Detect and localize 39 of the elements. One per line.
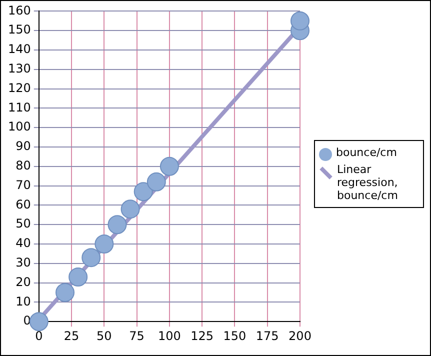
y-tick-label: 0 — [23, 314, 31, 328]
x-tick-label: 25 — [64, 328, 80, 343]
y-tick-label: 130 — [8, 62, 31, 76]
y-tick-label: 20 — [16, 274, 31, 289]
y-tick-label: 30 — [16, 256, 31, 270]
point — [108, 215, 127, 234]
point — [94, 234, 114, 254]
point — [146, 172, 166, 192]
x-tick-label: 100 — [158, 328, 181, 343]
x-tick-label: 75 — [129, 328, 144, 343]
y-tick-label: 50 — [16, 216, 31, 231]
y-tick-label: 110 — [8, 100, 31, 114]
x-tick-label: 200 — [288, 328, 312, 343]
legend-label: bounce/cm — [336, 146, 397, 159]
point — [160, 156, 179, 176]
x-tick-label: 175 — [256, 328, 279, 343]
y-tick-label: 120 — [8, 80, 31, 95]
point — [82, 248, 101, 268]
y-tick-label: 90 — [16, 139, 31, 154]
y-tick-label: 40 — [16, 236, 31, 250]
y-tick-label: 80 — [16, 158, 31, 173]
y-tick-label: 150 — [8, 22, 31, 37]
x-tick-label: 0 — [35, 328, 43, 343]
legend-label: Linear regression, bounce/cm — [337, 163, 399, 202]
point — [290, 11, 310, 30]
point — [29, 312, 48, 332]
y-tick-label: 140 — [8, 42, 31, 56]
y-tick-label: 70 — [16, 178, 31, 192]
point — [134, 182, 153, 202]
x-tick-label: 50 — [96, 328, 112, 343]
y-tick-label: 160 — [8, 3, 31, 18]
point — [56, 283, 75, 302]
x-tick-label: 125 — [190, 328, 214, 343]
point — [120, 200, 140, 219]
y-tick-label: 60 — [16, 197, 31, 212]
point — [68, 267, 88, 286]
y-tick-label: 10 — [16, 294, 31, 308]
y-tick-label: 100 — [8, 120, 31, 134]
x-tick-label: 150 — [223, 328, 246, 343]
